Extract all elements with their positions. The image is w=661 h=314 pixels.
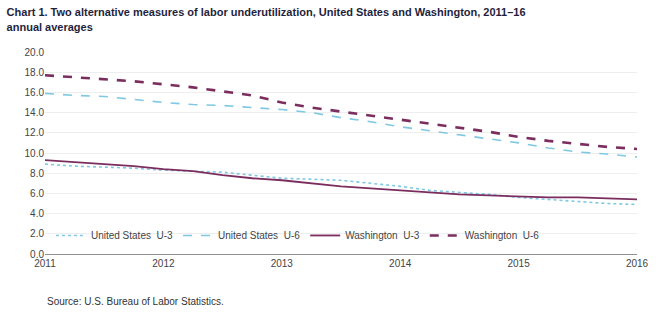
svg-text:United States U-6: United States U-6	[218, 230, 300, 241]
svg-text:12.0: 12.0	[25, 127, 45, 138]
svg-text:2012: 2012	[152, 258, 175, 269]
svg-text:18.0: 18.0	[25, 67, 45, 78]
svg-text:20.0: 20.0	[25, 47, 45, 58]
svg-text:Washington U-6: Washington U-6	[465, 230, 540, 241]
svg-text:4.0: 4.0	[30, 208, 44, 219]
svg-text:Washington U-3: Washington U-3	[345, 230, 420, 241]
svg-text:14.0: 14.0	[25, 107, 45, 118]
svg-text:8.0: 8.0	[30, 168, 44, 179]
svg-text:United States U-3: United States U-3	[91, 230, 173, 241]
svg-text:2015: 2015	[507, 258, 530, 269]
svg-text:2011: 2011	[34, 258, 56, 269]
svg-text:16.0: 16.0	[25, 87, 45, 98]
svg-text:Source: U.S. Bureau of Labor S: Source: U.S. Bureau of Labor Statistics.	[47, 296, 224, 307]
svg-text:6.0: 6.0	[30, 188, 44, 199]
svg-text:2.0: 2.0	[30, 228, 44, 239]
svg-text:10.0: 10.0	[25, 148, 45, 159]
svg-text:2016: 2016	[626, 258, 649, 269]
svg-text:2013: 2013	[271, 258, 294, 269]
svg-text:0.0: 0.0	[30, 249, 44, 260]
svg-text:2014: 2014	[389, 258, 412, 269]
svg-text:Chart 1. Two alternative measu: Chart 1. Two alternative measures of lab…	[7, 6, 526, 32]
